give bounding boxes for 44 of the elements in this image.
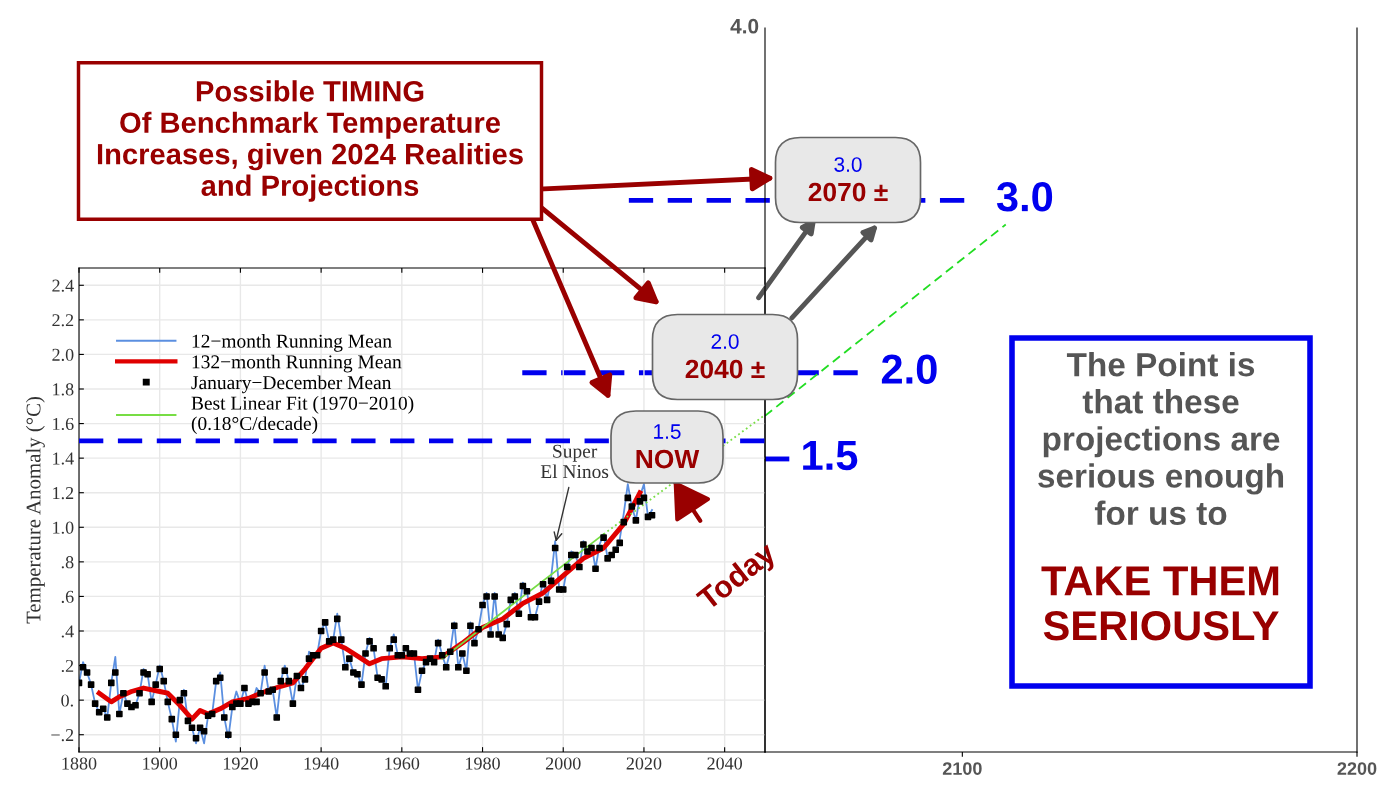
x-tick-label: 2200 — [1337, 762, 1377, 775]
y-tick-label: 1.2 — [53, 487, 74, 500]
ref-line-label: 3.0 — [996, 182, 1053, 212]
x-tick-label: 1880 — [62, 757, 97, 770]
y-tick-label: .8 — [61, 556, 74, 569]
y-axis-title: Temperature Anomaly (°C) — [25, 396, 45, 624]
x-tick-label: 2020 — [626, 757, 662, 770]
ref-line-label: 1.5 — [803, 441, 858, 471]
y-tick-label: 1.0 — [53, 521, 74, 534]
annotation: Super El Ninos — [540, 444, 609, 479]
legend-label: Best Linear Fit (1970−2010) (0.18°C/decade) — [191, 396, 414, 435]
annotation: 1.5 — [654, 424, 681, 439]
y-tick-label: 1.8 — [53, 383, 74, 396]
y-tick-label: 2.0 — [52, 348, 74, 361]
annotation: 2070 ± — [808, 182, 888, 202]
legend-label: January−December Mean — [191, 375, 392, 394]
legend-label: 132−month Running Mean — [192, 354, 402, 373]
legend-label: 12−month Running Mean — [192, 334, 392, 352]
x-tick-label: 2040 — [707, 757, 743, 770]
annotation: TAKE THEM SERIOUSLY — [1041, 566, 1279, 641]
x-tick-label: 2000 — [545, 757, 581, 770]
y-tick-label: 2.2 — [52, 314, 74, 327]
ref-line-label: 2.0 — [881, 354, 937, 384]
x-tick-label: 1920 — [223, 757, 258, 770]
x-tick-label: 1940 — [304, 757, 339, 770]
x-tick-label: 1900 — [143, 757, 178, 770]
y-tick-label: 0. — [61, 694, 73, 707]
annotation: 2.0 — [711, 334, 739, 349]
y-tick-label: 2.4 — [52, 279, 74, 292]
y-tick-label: .6 — [61, 590, 74, 603]
annotation: NOW — [636, 449, 700, 469]
chart-title: Possible TIMING Of Benchmark Temperature Increases, given 2024 Realities and Projections — [97, 80, 523, 202]
y-tick-label: −.2 — [51, 729, 74, 742]
text: 4.0 — [730, 18, 759, 34]
y-tick-label: .2 — [61, 659, 74, 673]
y-tick-label: .4 — [61, 625, 74, 638]
x-tick-label: 2100 — [942, 762, 982, 775]
annotation: The Point is that these projections are serious enough for us to — [1038, 352, 1284, 526]
x-tick-label: 1960 — [385, 757, 420, 770]
y-tick-label: 1.4 — [53, 452, 74, 465]
annotation: 3.0 — [834, 157, 862, 172]
annotation: 2040 ± — [685, 359, 765, 379]
x-tick-label: 1980 — [466, 757, 500, 770]
y-tick-label: 1.6 — [53, 417, 74, 431]
